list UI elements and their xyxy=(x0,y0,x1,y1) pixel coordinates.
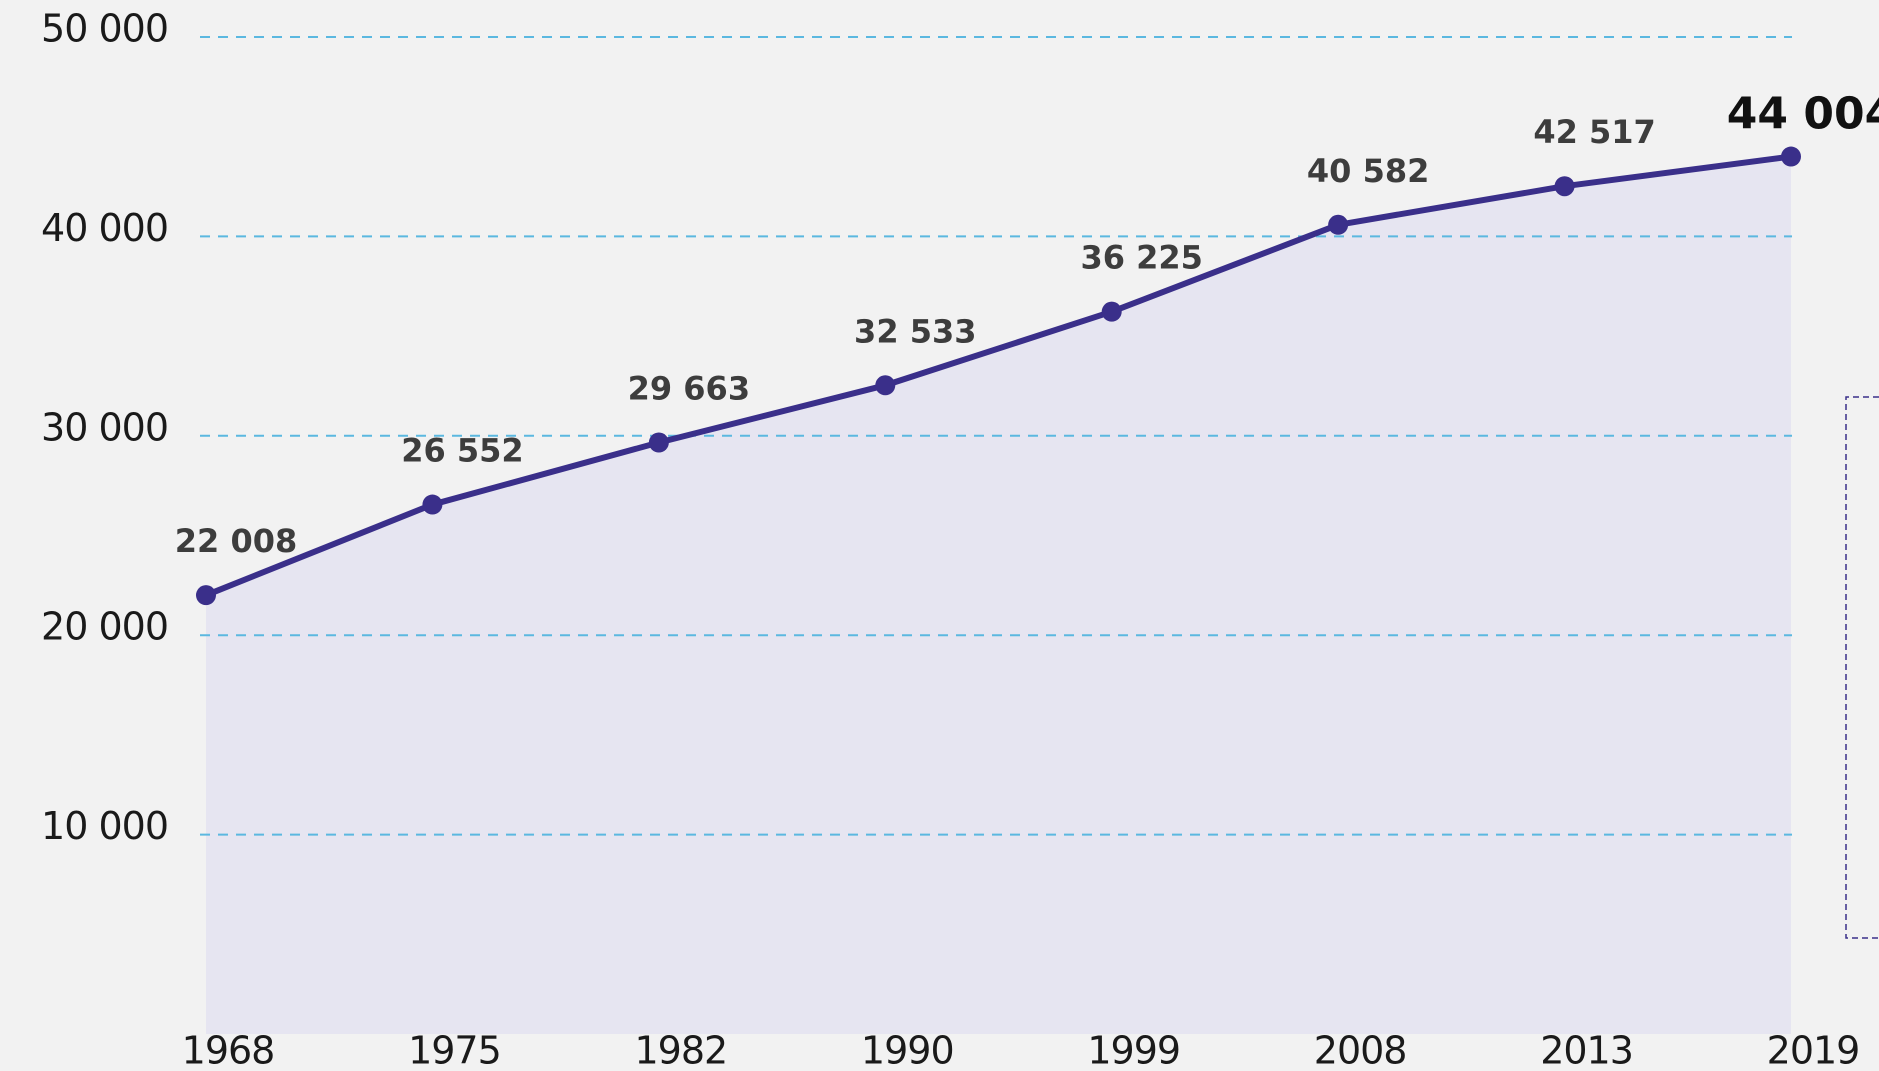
x-tick-label: 1975 xyxy=(408,1029,501,1071)
point xyxy=(1101,301,1122,322)
line xyxy=(204,153,1792,598)
x-tick-label: 1968 xyxy=(182,1029,275,1071)
y-tick-label: 40 000 xyxy=(41,206,168,250)
area xyxy=(206,156,1791,1034)
x-tick-label: 2008 xyxy=(1314,1029,1407,1071)
value-label: 22 008 xyxy=(175,522,297,560)
value-label: 40 582 xyxy=(1307,152,1429,190)
y-tick-label: 30 000 xyxy=(41,405,168,449)
x-tick-label: 1982 xyxy=(634,1029,727,1071)
point xyxy=(875,375,896,396)
point xyxy=(1328,214,1349,235)
value-label: 42 517 xyxy=(1533,113,1655,151)
point xyxy=(422,494,443,515)
y-tick-label: 10 000 xyxy=(41,804,168,848)
x-tick-label: 1990 xyxy=(861,1029,954,1071)
value-label: 44 004 xyxy=(1727,89,1879,140)
value-label: 26 552 xyxy=(401,432,523,470)
value-label: 29 663 xyxy=(628,370,750,408)
value-label: 32 533 xyxy=(854,312,976,350)
y-tick-label: 50 000 xyxy=(41,7,168,51)
y-tick-label: 20 000 xyxy=(41,605,168,649)
point xyxy=(1781,146,1801,167)
point xyxy=(648,432,669,453)
x-tick-label: 2013 xyxy=(1540,1029,1633,1071)
point xyxy=(1554,176,1575,197)
x-tick-label: 2019 xyxy=(1767,1029,1860,1071)
point xyxy=(196,585,216,606)
decoration-frame xyxy=(1845,396,1879,939)
value-label: 36 225 xyxy=(1080,239,1202,277)
x-tick-label: 1999 xyxy=(1087,1029,1180,1071)
